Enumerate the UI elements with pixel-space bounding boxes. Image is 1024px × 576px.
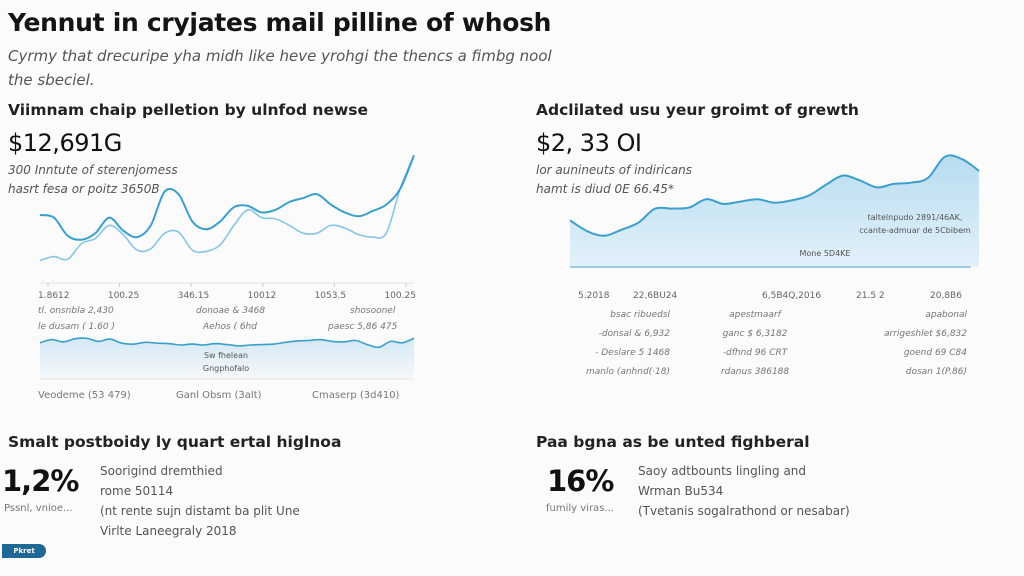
left-footer-label-c: Cmaserp (3d410) — [312, 390, 400, 401]
x-tick: 1053.5 — [314, 291, 347, 301]
right-area-fill — [570, 155, 979, 267]
sparkline-annotation-line1: Sw fhelean — [203, 351, 249, 360]
left-note-line1: 300 Inntute of sterenjomess — [8, 163, 178, 177]
right-col-1: bsac ribuedsl -donsal & 6,932 - Deslare … — [560, 306, 670, 382]
bottom-left-desc: Soorigind dremthied rome 50114 (nt rente… — [100, 461, 300, 541]
right-annotation: taltelnpudo 2891/46AK, ccante-admuar de … — [850, 211, 980, 237]
bottom-left-kpi-sub: Pssnl, vnioe... — [4, 503, 73, 514]
x-tick: 346.15 — [177, 291, 210, 301]
left-panel-note: 300 Inntute of sterenjomess hasrt fesa o… — [8, 161, 178, 199]
page-subtitle: Cyrmy that drecuripe yha midh like heve … — [8, 47, 552, 89]
right-col3-item: apabonal — [925, 310, 967, 320]
sparkline-annotation: Sw fhelean Gngphofalo — [186, 349, 266, 375]
x-tick: 6,5B4Q,2016 — [762, 291, 822, 301]
left-row1-label-b: donoae & 3468 — [196, 306, 266, 316]
left-panel-value: $12,691G — [8, 129, 122, 157]
x-tick: 21.5 2 — [856, 291, 885, 301]
x-tick: 20,8B6 — [930, 291, 962, 301]
more-button[interactable]: Pkret — [2, 544, 46, 558]
left-x-axis-ticks: 1.8612 100.25 346.15 10012 1053.5 100.25 — [38, 291, 416, 301]
desc-line: (nt rente sujn distamt ba plit Une — [100, 504, 300, 518]
desc-line: Soorigind dremthied — [100, 464, 223, 478]
desc-line: Virlte Laneegraly 2018 — [100, 524, 237, 538]
desc-line: (Tvetanis sogalrathond or nesabar) — [638, 504, 850, 518]
sparkline-line — [39, 337, 415, 349]
right-col2-item: rdanus 386188 — [720, 367, 790, 377]
x-tick: 100.25 — [384, 291, 416, 301]
right-col2-item: ganc $ 6,3182 — [722, 329, 788, 339]
left-row2-label-c: paesc 5,86 475 — [328, 322, 398, 332]
sparkline-annotation-line2: Gngphofalo — [202, 364, 250, 373]
right-col3-item: dosan 1(P.86) — [905, 367, 967, 377]
right-col-3: apabonal arrigeshlet $6,832 goend 69 C84… — [855, 306, 967, 382]
desc-line: Wrman Bu534 — [638, 484, 724, 498]
right-panel-note: lor aunineuts of indiricans hamt is diud… — [536, 161, 692, 199]
right-col-2: apestmaarf ganc $ 6,3182 -dfhnd 96 CRT r… — [705, 306, 805, 382]
series-secondary-line — [39, 154, 415, 262]
right-panel-value: $2, 33 OI — [536, 129, 642, 157]
x-tick: 1.8612 — [38, 291, 70, 301]
x-tick: 10012 — [247, 291, 277, 301]
right-annotation-line1: taltelnpudo 2891/46AK, — [867, 213, 963, 222]
right-col1-item: manlo (anhnd(·18) — [585, 367, 670, 377]
left-row2-label-a: le dusam ( 1.60 ) — [38, 322, 115, 332]
right-annotation-3: Mone 5D4KE — [799, 249, 851, 258]
left-row1-label-a: tl. onsnbla 2,430 — [38, 306, 114, 316]
x-tick: 100.25 — [107, 291, 140, 301]
right-note-line2: hamt is diud 0E 66.45* — [536, 182, 674, 196]
left-footer-label-a: Veodeme (53 479) — [38, 390, 131, 401]
series-primary-line — [39, 154, 415, 241]
bottom-right-kpi: 16% — [547, 464, 614, 498]
bottom-left-kpi: 1,2% — [2, 464, 79, 498]
right-col1-item: -donsal & 6,932 — [598, 329, 670, 339]
desc-line: rome 50114 — [100, 484, 174, 498]
left-row2-label-b: Aehos ( 6hd — [203, 322, 257, 332]
right-note-line1: lor aunineuts of indiricans — [536, 163, 693, 177]
right-panel-title: Adclilated usu yeur groimt of grewth — [536, 101, 859, 119]
x-tick: 22,6BU24 — [633, 291, 678, 301]
right-annotation-line2: ccante-admuar de 5Cbibem — [859, 226, 971, 235]
bottom-right-desc: Saoy adtbounts lingling and Wrman Bu534 … — [638, 461, 850, 521]
sparkline-area — [40, 338, 414, 378]
page-title: Yennut in cryjates mail pilline of whosh — [8, 8, 552, 37]
bottom-right-title: Paa bgna as be unted fighberal — [536, 433, 810, 451]
right-col2-item: apestmaarf — [729, 310, 781, 320]
left-footer-label-b: Ganl Obsm (3alt) — [176, 390, 262, 401]
desc-line: Saoy adtbounts lingling and — [638, 464, 807, 478]
bottom-left-title: Smalt postboidy ly quart ertal higlnoa — [8, 433, 342, 451]
right-col2-item: -dfhnd 96 CRT — [722, 348, 788, 358]
right-col3-item: goend 69 C84 — [903, 348, 967, 358]
x-tick: 5.2018 — [578, 291, 610, 301]
left-panel-title: Viimnam chaip pelletion by ulnfod newse — [8, 101, 369, 119]
right-col3-item: arrigeshlet $6,832 — [884, 329, 967, 339]
right-col1-item: bsac ribuedsl — [610, 310, 670, 320]
left-note-line2: hasrt fesa or poitz 3650B — [8, 182, 160, 196]
right-col1-item: - Deslare 5 1468 — [595, 348, 670, 358]
right-area-line — [569, 154, 980, 237]
bottom-right-kpi-sub: fumily viras... — [546, 503, 614, 514]
left-row1-label-c: shosoonel — [350, 306, 396, 316]
